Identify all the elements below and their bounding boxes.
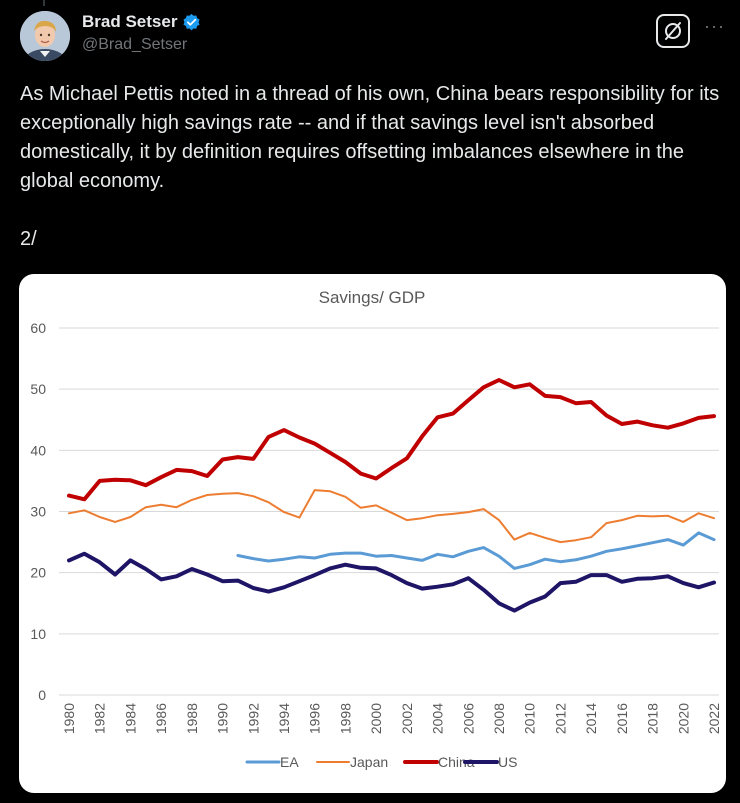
x-tick-label: 1980 (61, 703, 77, 734)
savings-gdp-chart: Savings/ GDP 0 10 20 30 40 50 60 1980 1982 1984 1… (30, 288, 722, 770)
x-tick-label: 2020 (675, 703, 691, 734)
y-tick-label: 20 (30, 565, 46, 581)
tweet-media-chart[interactable]: Savings/ GDP 0 10 20 30 40 50 60 1980 1982 1984 1… (19, 274, 726, 793)
chart-title: Savings/ GDP (319, 288, 426, 307)
x-tick-label: 2004 (430, 703, 446, 734)
tweet-text: As Michael Pettis noted in a thread of h… (20, 83, 720, 250)
x-tick-label: 1992 (245, 703, 261, 734)
avatar-image (20, 11, 70, 61)
x-tick-label: 1986 (153, 703, 169, 734)
author-avatar[interactable] (20, 11, 70, 61)
x-tick-label: 1982 (92, 703, 108, 734)
author-handle[interactable]: @Brad_Setser (82, 36, 188, 53)
y-tick-label: 60 (30, 320, 46, 336)
series-line-ea (236, 531, 716, 570)
grok-icon (665, 22, 681, 40)
x-tick-label: 1990 (215, 703, 231, 734)
x-tick-label: 2002 (399, 703, 415, 734)
x-tick-label: 2016 (614, 703, 630, 734)
y-tick-label: 0 (38, 687, 46, 703)
legend-label-china: China (438, 754, 475, 770)
x-tick-label: 2000 (368, 703, 384, 734)
author-name[interactable]: Brad Setser (82, 12, 178, 31)
more-options-icon: ··· (704, 16, 725, 36)
x-tick-label: 2010 (522, 703, 538, 734)
x-tick-label: 2018 (645, 703, 661, 734)
author-block: Brad Setser @Brad_Setser (82, 12, 201, 54)
y-tick-label: 50 (30, 381, 46, 397)
legend-label-us: US (498, 754, 517, 770)
more-options-button[interactable]: ··· (704, 16, 728, 36)
y-tick-label: 40 (30, 442, 46, 458)
x-tick-label: 2008 (491, 703, 507, 734)
x-tick-label: 2022 (706, 703, 722, 734)
series-line-us (67, 551, 716, 613)
grok-button[interactable] (656, 14, 690, 48)
x-tick-label: 1994 (276, 703, 292, 734)
y-tick-label: 30 (30, 504, 46, 520)
thread-connector (43, 0, 45, 6)
series-line-japan (68, 489, 715, 544)
x-tick-label: 1984 (122, 703, 138, 734)
series-line-china (67, 378, 716, 502)
x-tick-label: 1998 (337, 703, 353, 734)
verified-badge-icon (183, 13, 200, 30)
x-tick-label: 1996 (307, 703, 323, 734)
x-tick-label: 2012 (552, 703, 568, 734)
x-tick-label: 2014 (583, 703, 599, 734)
x-tick-label: 1988 (184, 703, 200, 734)
legend-label-ea: EA (280, 754, 299, 770)
y-tick-label: 10 (30, 626, 46, 642)
x-tick-label: 2006 (460, 703, 476, 734)
legend-label-japan: Japan (350, 754, 388, 770)
